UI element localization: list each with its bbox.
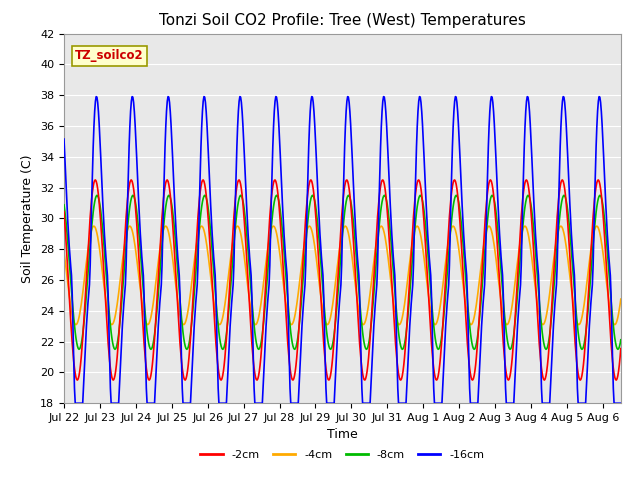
-4cm: [573, 320, 581, 326]
-2cm: [60, 209, 68, 215]
-2cm: [74, 377, 81, 383]
-4cm: [592, 224, 600, 229]
-16cm: [231, 229, 239, 235]
-4cm: [183, 315, 191, 321]
-2cm: [617, 346, 625, 351]
-4cm: [483, 229, 490, 235]
-16cm: [72, 400, 79, 406]
-4cm: [617, 296, 625, 302]
-16cm: [92, 94, 100, 99]
-16cm: [60, 136, 68, 142]
-2cm: [92, 177, 99, 183]
-8cm: [60, 202, 68, 208]
-2cm: [183, 373, 191, 379]
-8cm: [343, 195, 351, 201]
-8cm: [75, 347, 83, 352]
-4cm: [231, 229, 239, 235]
Text: TZ_soilco2: TZ_soilco2: [75, 49, 144, 62]
-8cm: [183, 347, 191, 352]
-16cm: [573, 385, 581, 391]
-16cm: [483, 229, 490, 235]
-8cm: [573, 323, 581, 328]
Line: -16cm: -16cm: [64, 96, 621, 403]
-4cm: [60, 249, 68, 254]
Line: -8cm: -8cm: [64, 195, 621, 349]
-4cm: [90, 223, 98, 229]
Y-axis label: Soil Temperature (C): Soil Temperature (C): [22, 154, 35, 283]
Line: -4cm: -4cm: [64, 226, 621, 324]
X-axis label: Time: Time: [327, 429, 358, 442]
Line: -2cm: -2cm: [64, 180, 621, 380]
-8cm: [93, 192, 100, 198]
-16cm: [183, 400, 191, 406]
-8cm: [617, 337, 625, 343]
Title: Tonzi Soil CO2 Profile: Tree (West) Temperatures: Tonzi Soil CO2 Profile: Tree (West) Temp…: [159, 13, 526, 28]
-2cm: [573, 365, 581, 371]
-8cm: [592, 209, 600, 215]
-2cm: [343, 177, 351, 183]
-8cm: [231, 232, 239, 238]
-2cm: [483, 204, 490, 210]
-2cm: [592, 183, 600, 189]
-4cm: [72, 322, 80, 327]
-16cm: [592, 144, 600, 150]
-16cm: [617, 400, 625, 406]
Legend: -2cm, -4cm, -8cm, -16cm: -2cm, -4cm, -8cm, -16cm: [196, 445, 489, 464]
-2cm: [231, 204, 239, 210]
-4cm: [343, 225, 351, 231]
-16cm: [343, 98, 351, 104]
-8cm: [483, 232, 490, 238]
